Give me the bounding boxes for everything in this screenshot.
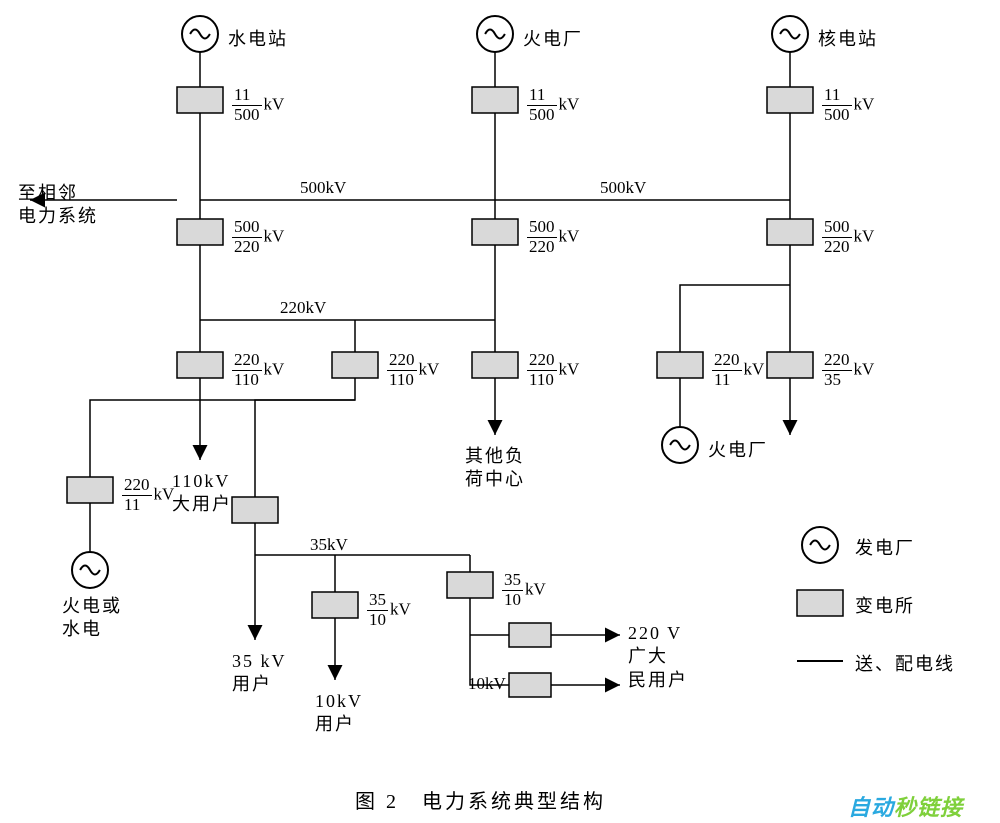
voltage-ratio: 220110kV <box>387 351 417 389</box>
substation-node <box>177 219 223 245</box>
voltage-label: 220kV <box>280 298 326 318</box>
voltage-ratio: 22035kV <box>822 351 852 389</box>
voltage-ratio: 220110kV <box>527 351 557 389</box>
voltage-ratio: 11500kV <box>822 86 852 124</box>
text-label-neighbor: 至相邻电力系统 <box>18 182 98 229</box>
text-label-110-user: 110kV大用户 <box>172 470 232 517</box>
substation-node <box>767 219 813 245</box>
generator-label: 火电厂 <box>523 25 583 51</box>
substation-node <box>232 497 278 523</box>
generator-label: 核电站 <box>818 25 878 51</box>
voltage-label: 500kV <box>300 178 346 198</box>
text-label-220v-user: 220 V广大民用户 <box>628 622 688 692</box>
legend-label: 发电厂 <box>855 534 915 560</box>
legend-label: 变电所 <box>855 592 915 618</box>
substation-node <box>509 673 551 697</box>
substation-node <box>657 352 703 378</box>
substation-node <box>767 87 813 113</box>
wire <box>470 598 509 685</box>
substation-node <box>472 87 518 113</box>
legend-substation <box>797 590 843 616</box>
substation-node <box>332 352 378 378</box>
legend-label: 送、配电线 <box>855 650 955 676</box>
watermark-text: 自动秒链接 <box>848 790 963 822</box>
voltage-label: 10kV <box>468 674 506 694</box>
voltage-ratio: 500220kV <box>232 218 262 256</box>
voltage-ratio: 22011kV <box>122 476 152 514</box>
voltage-ratio: 3510kV <box>367 591 388 629</box>
substation-node <box>472 219 518 245</box>
voltage-ratio: 11500kV <box>232 86 262 124</box>
substation-node <box>509 623 551 647</box>
voltage-ratio: 3510kV <box>502 571 523 609</box>
substation-node <box>767 352 813 378</box>
substation-node <box>312 592 358 618</box>
substation-node <box>447 572 493 598</box>
text-label-load-center: 其他负荷中心 <box>465 445 525 492</box>
wire <box>680 285 790 352</box>
voltage-label: 500kV <box>600 178 646 198</box>
voltage-ratio: 500220kV <box>822 218 852 256</box>
substation-node <box>177 352 223 378</box>
substation-node <box>472 352 518 378</box>
voltage-ratio: 220110kV <box>232 351 262 389</box>
wire <box>255 400 355 497</box>
text-label-10-user: 10kV用户 <box>315 690 363 737</box>
voltage-label: 35kV <box>310 535 348 555</box>
generator-label: 火电厂 <box>708 436 768 462</box>
generator-label: 水电站 <box>228 25 288 51</box>
voltage-ratio: 22011kV <box>712 351 742 389</box>
voltage-ratio: 11500kV <box>527 86 557 124</box>
figure-caption: 图 2 电力系统典型结构 <box>355 785 606 814</box>
text-label-35-user: 35 kV用户 <box>232 650 287 697</box>
substation-node <box>67 477 113 503</box>
wire <box>200 378 355 400</box>
voltage-ratio: 500220kV <box>527 218 557 256</box>
generator-label: 火电或水电 <box>62 595 122 642</box>
substation-node <box>177 87 223 113</box>
wire <box>90 400 200 477</box>
